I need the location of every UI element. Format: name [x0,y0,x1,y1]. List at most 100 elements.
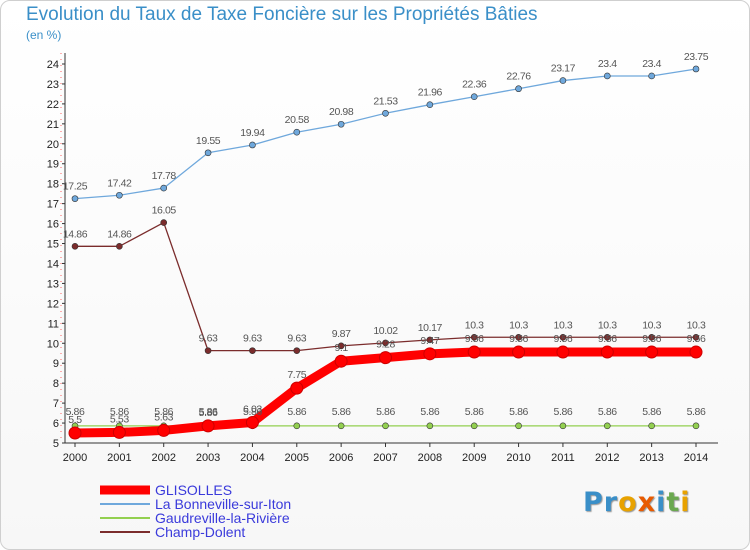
data-point [600,345,614,359]
logo-letter: o [618,487,638,518]
logo-letter: t [666,487,681,518]
data-label: 10.3 [509,319,528,331]
x-tick-label: 2011 [551,452,575,464]
data-label: 22.76 [506,71,531,83]
data-label: 9.56 [598,333,617,345]
data-label: 14.86 [63,228,88,240]
data-point [160,184,168,192]
data-label: 5.86 [554,406,573,418]
data-label: 9.56 [465,333,484,345]
x-tick-label: 2013 [639,452,663,464]
data-point [648,333,655,341]
data-label: 20.58 [285,114,310,126]
data-point [293,422,301,430]
x-tick-label: 2002 [151,452,175,464]
data-point [204,347,212,354]
data-label: 23.17 [551,63,576,75]
y-axis-unit: (en %) [26,28,62,42]
data-label: 5.86 [376,406,395,418]
data-point [334,354,348,368]
data-label: 9.28 [376,339,395,351]
data-point [204,149,212,157]
data-label: 5.86 [110,406,129,418]
data-point [559,422,567,430]
y-tick-label: 10 [47,338,59,350]
y-tick-label: 18 [47,179,59,191]
data-label: 16.05 [152,205,177,217]
x-tick-label: 2000 [63,452,87,464]
data-label: 5.86 [509,406,528,418]
data-label: 9.56 [509,333,528,345]
data-point [645,345,659,359]
proxiti-logo: Proxiti [583,487,691,518]
data-point [423,347,437,361]
data-point [201,419,215,433]
data-point [382,339,389,347]
y-tick-label: 11 [48,318,59,330]
legend-label: Champ-Dolent [155,524,246,540]
x-tick-label: 2006 [329,452,353,464]
y-tick-label: 5 [53,438,59,450]
y-tick-label: 6 [53,418,59,430]
y-tick-label: 12 [47,298,59,310]
x-tick-label: 2001 [107,452,131,464]
data-point [337,120,345,128]
data-point [71,243,79,250]
data-label: 9.56 [687,333,706,345]
data-point [157,423,171,437]
data-label: 5.86 [687,406,706,418]
data-point [692,65,700,73]
data-label: 20.98 [329,106,354,118]
logo-letter: P [583,487,604,518]
data-label: 6.03 [243,403,262,415]
x-tick-label: 2009 [462,452,486,464]
data-point [112,425,126,439]
y-tick-label: 22 [47,99,59,111]
data-label: 17.25 [63,181,88,193]
data-label: 5.86 [598,406,617,418]
data-point [245,415,259,429]
data-point [603,422,611,430]
data-point [470,333,478,341]
legend-swatch [100,485,150,495]
data-label: 5.86 [287,406,306,418]
data-label: 9.56 [642,333,661,345]
y-tick-label: 20 [47,139,59,151]
data-point [116,191,123,199]
x-tick-label: 2012 [595,452,619,464]
y-tick-label: 23 [47,79,59,91]
data-label: 10.3 [598,319,617,331]
data-point [648,72,655,80]
data-point [426,422,434,430]
legend-label: Gaudreville-la-Rivière [155,510,290,526]
data-label: 23.75 [684,51,709,63]
data-point [467,345,481,359]
y-tick-label: 17 [47,199,59,211]
data-label: 5.86 [154,406,173,418]
data-label: 10.17 [418,322,443,334]
data-point [71,195,79,202]
line-chart: 5 6 7 8 9 10 11 12 13 14 15 16 17 18 19 20 21 22 23 24 2000 2… [47,51,718,464]
data-point [293,347,301,354]
data-label: 19.55 [196,135,221,147]
data-label: 7.75 [287,369,306,381]
data-point [160,219,168,226]
y-tick-label: 21 [47,119,59,131]
logo-letter: x [637,487,657,518]
legend-swatch [100,531,150,533]
x-tick-label: 2010 [506,452,530,464]
data-label: 5.86 [199,406,218,418]
logo-letter: i [656,487,667,518]
data-label: 5.86 [420,406,439,418]
data-point [249,141,256,149]
data-point [116,243,123,250]
data-label: 21.53 [373,95,398,107]
x-tick-label: 2007 [373,452,397,464]
data-label: 17.42 [107,177,132,189]
data-label: 5.86 [243,406,262,418]
data-label: 9.56 [554,333,573,345]
data-point [603,72,611,80]
data-label: 22.36 [462,79,487,91]
data-label: 23.4 [598,58,617,70]
